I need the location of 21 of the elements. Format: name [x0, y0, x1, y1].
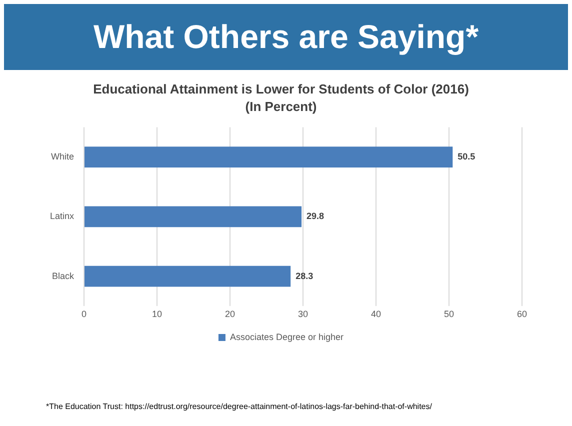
x-tick-label: 10: [152, 309, 162, 320]
data-label: 28.3: [296, 270, 314, 281]
data-label: 50.5: [458, 152, 476, 162]
bar: [84, 266, 291, 287]
x-tick-label: 50: [444, 309, 454, 320]
legend-label: Associates Degree or higher: [230, 332, 344, 342]
y-tick-label: White: [51, 152, 74, 162]
chart-title: Educational Attainment is Lower for Students of Color (2016): [93, 81, 469, 96]
y-tick-label: Latinx: [50, 211, 74, 222]
x-tick-label: 0: [82, 309, 87, 320]
bar: [84, 206, 302, 228]
chart-subtitle: (In Percent): [245, 98, 317, 114]
y-tick-label: Black: [52, 270, 75, 281]
x-tick-label: 40: [371, 309, 382, 320]
x-tick-label: 60: [516, 309, 528, 320]
bar: [84, 146, 453, 168]
text: *The Education Trust: https://edtrust.org/resource/degree-attainment-of-latinos-lags-far-behind-that-of-whites/: [46, 402, 432, 411]
x-tick-label: 30: [298, 309, 308, 320]
data-label: 29.8: [306, 211, 324, 222]
text: What Others are Saying*: [4, 4, 568, 70]
x-tick-label: 20: [225, 309, 236, 320]
